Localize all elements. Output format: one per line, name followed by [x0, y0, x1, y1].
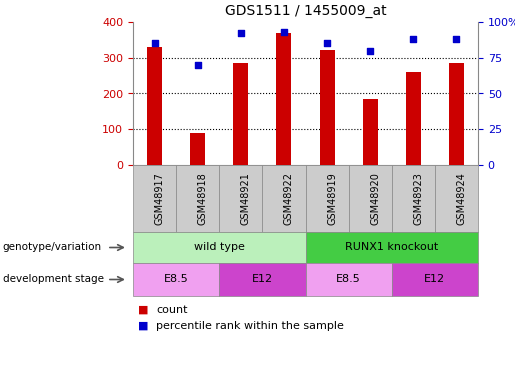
Text: ■: ■: [138, 305, 149, 315]
Text: RUNX1 knockout: RUNX1 knockout: [345, 243, 438, 252]
Bar: [233, 63, 248, 165]
Point: [237, 30, 245, 36]
Text: E12: E12: [252, 274, 273, 285]
Bar: [449, 63, 464, 165]
Bar: [305, 165, 349, 232]
Bar: [147, 47, 162, 165]
Bar: [133, 263, 219, 296]
Text: E8.5: E8.5: [164, 274, 188, 285]
Text: E8.5: E8.5: [336, 274, 361, 285]
Bar: [176, 165, 219, 232]
Text: GSM48918: GSM48918: [198, 172, 208, 225]
Bar: [262, 165, 305, 232]
Text: GSM48924: GSM48924: [456, 172, 467, 225]
Text: GSM48920: GSM48920: [370, 172, 380, 225]
Text: development stage: development stage: [3, 274, 104, 285]
Bar: [392, 165, 435, 232]
Text: genotype/variation: genotype/variation: [3, 243, 101, 252]
Title: GDS1511 / 1455009_at: GDS1511 / 1455009_at: [225, 4, 386, 18]
Point: [194, 62, 202, 68]
Text: E12: E12: [424, 274, 445, 285]
Text: GSM48919: GSM48919: [327, 172, 337, 225]
Bar: [349, 165, 392, 232]
Bar: [190, 133, 205, 165]
Text: wild type: wild type: [194, 243, 245, 252]
Text: GSM48917: GSM48917: [154, 172, 165, 225]
Text: GSM48921: GSM48921: [241, 172, 251, 225]
Point: [280, 29, 288, 35]
Point: [366, 48, 374, 54]
Bar: [392, 263, 478, 296]
Text: GSM48923: GSM48923: [414, 172, 423, 225]
Text: count: count: [156, 305, 187, 315]
Bar: [133, 165, 176, 232]
Text: percentile rank within the sample: percentile rank within the sample: [156, 321, 344, 331]
Point: [323, 40, 331, 46]
Bar: [133, 232, 305, 263]
Bar: [435, 165, 478, 232]
Bar: [363, 99, 377, 165]
Point: [452, 36, 460, 42]
Point: [409, 36, 418, 42]
Bar: [219, 263, 305, 296]
Bar: [406, 72, 421, 165]
Point: [150, 40, 159, 46]
Bar: [219, 165, 262, 232]
Bar: [319, 50, 335, 165]
Bar: [305, 263, 392, 296]
Text: GSM48922: GSM48922: [284, 172, 294, 225]
Bar: [277, 33, 291, 165]
Text: ■: ■: [138, 321, 149, 331]
Bar: [305, 232, 478, 263]
